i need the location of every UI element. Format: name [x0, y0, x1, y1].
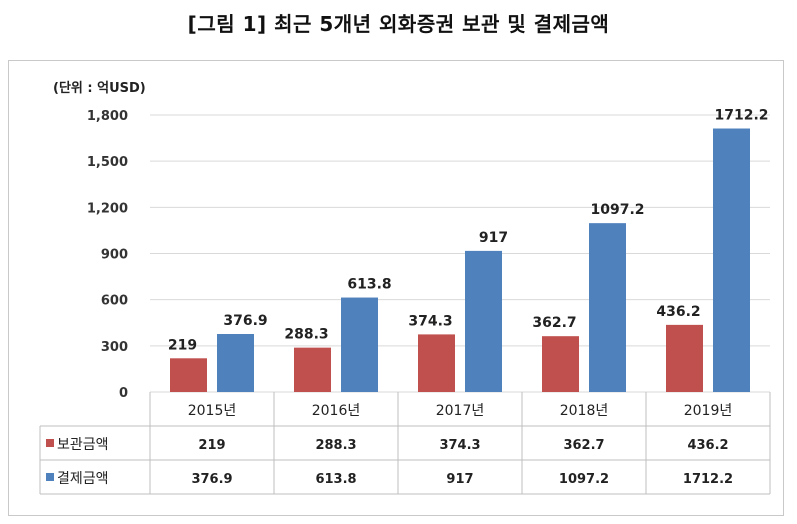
data-label: 374.3 [408, 313, 452, 329]
y-tick-label: 600 [101, 294, 128, 309]
table-cell: 1712.2 [683, 472, 733, 487]
chart-title: [그림 1] 최근 5개년 외화증권 보관 및 결제금액 [187, 12, 610, 36]
x-category-label: 2015년 [188, 403, 237, 419]
legend-label: 보관금액 [57, 437, 109, 453]
bar-storage [542, 336, 579, 392]
data-label: 1712.2 [714, 108, 768, 124]
y-tick-label: 900 [101, 248, 128, 263]
chart-frame [8, 60, 784, 516]
y-tick-label: 300 [101, 340, 128, 355]
x-category-label: 2017년 [436, 403, 485, 419]
x-category-label: 2019년 [684, 403, 733, 419]
bar-settlement [589, 223, 626, 392]
bar-storage [170, 358, 207, 392]
x-category-label: 2016년 [312, 403, 361, 419]
data-label: 436.2 [656, 304, 700, 320]
data-label: 288.3 [284, 327, 328, 343]
data-label: 613.8 [347, 277, 391, 293]
data-label: 362.7 [532, 315, 576, 331]
table-cell: 219 [198, 438, 225, 453]
y-tick-label: 1,500 [87, 155, 128, 170]
bar-settlement [465, 250, 502, 392]
legend-swatch [46, 439, 54, 447]
data-label: 917 [479, 230, 508, 246]
data-label: 219 [168, 337, 197, 353]
table-cell: 436.2 [687, 438, 728, 453]
bar-storage [418, 334, 455, 392]
legend-label: 결제금액 [57, 471, 109, 487]
bar-settlement [713, 128, 750, 392]
legend-swatch [46, 473, 54, 481]
table-cell: 917 [446, 472, 473, 487]
y-tick-label: 1,200 [87, 201, 128, 216]
table-cell: 374.3 [439, 438, 480, 453]
data-label: 376.9 [223, 313, 267, 329]
unit-label: (단위 : 억USD) [53, 81, 146, 96]
bar-storage [666, 324, 703, 392]
bar-settlement [217, 333, 254, 392]
table-cell: 1097.2 [559, 472, 609, 487]
bar-storage [294, 347, 331, 392]
table-cell: 613.8 [315, 472, 356, 487]
table-cell: 288.3 [315, 438, 356, 453]
x-category-label: 2018년 [560, 403, 609, 419]
table-cell: 362.7 [563, 438, 604, 453]
y-tick-label: 1,800 [87, 109, 128, 124]
table-cell: 376.9 [191, 472, 232, 487]
data-label: 1097.2 [590, 202, 644, 218]
bar-settlement [341, 297, 378, 392]
y-tick-label: 0 [119, 386, 128, 401]
